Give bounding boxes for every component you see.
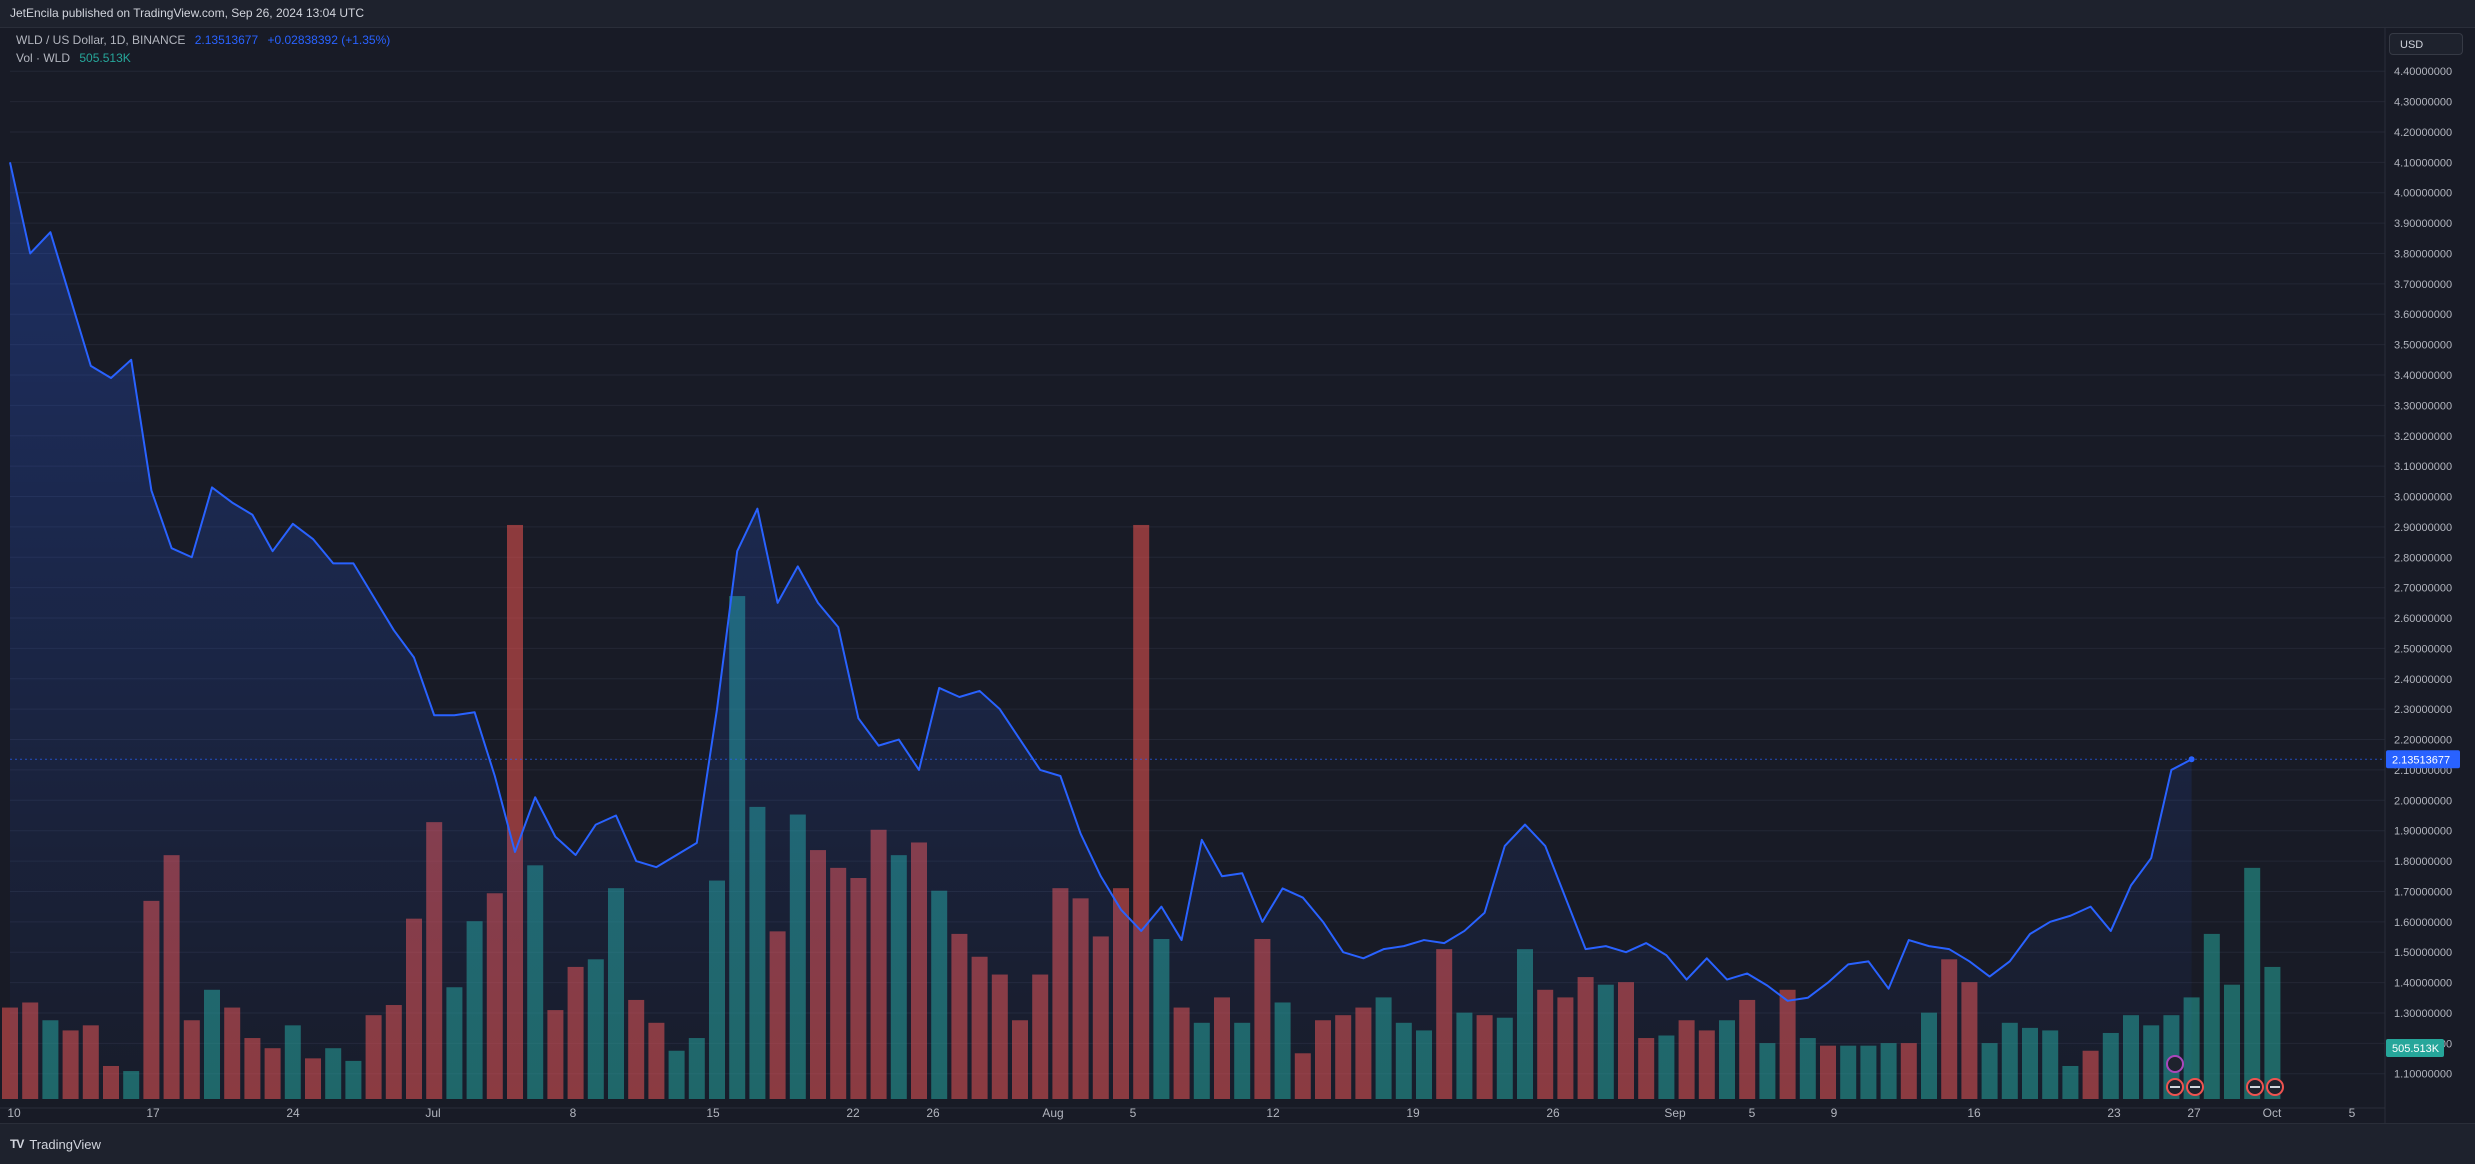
tradingview-logo[interactable]: TV TradingView: [10, 1136, 101, 1152]
price-scale-label: 4.30000000: [2394, 97, 2452, 109]
price-scale-label: 3.50000000: [2394, 340, 2452, 352]
time-axis-label: 23: [2107, 1106, 2121, 1120]
price-chart[interactable]: 4.40000000 4.30000000 4.20000000 4.10000000…: [0, 28, 2475, 1123]
time-axis-label: 17: [146, 1106, 160, 1120]
volume-legend[interactable]: Vol · WLD 505.513K: [16, 51, 131, 65]
price-scale-label: 4.10000000: [2394, 157, 2452, 169]
publication-header: JetEncila published on TradingView.com, …: [0, 0, 2475, 28]
time-axis-label: 10: [7, 1106, 21, 1120]
currency-selector[interactable]: USD: [2389, 33, 2463, 55]
time-axis-label: 5: [1130, 1106, 1137, 1120]
price-scale-label: 2.20000000: [2394, 735, 2452, 747]
price-scale-label: 3.20000000: [2394, 431, 2452, 443]
time-axis-label: Jul: [425, 1106, 440, 1120]
volume-badge-text: 505.513K: [2392, 1043, 2440, 1055]
price-scale-label: 2.00000000: [2394, 795, 2452, 807]
volume-title: Vol · WLD: [16, 51, 71, 65]
grid-lines: [10, 70, 2385, 1075]
price-scale-label: 3.40000000: [2394, 370, 2452, 382]
time-axis-label: 5: [1749, 1106, 1756, 1120]
time-axis-label: 9: [1831, 1106, 1838, 1120]
price-scale-label: 3.30000000: [2394, 400, 2452, 412]
time-axis-label: 27: [2187, 1106, 2201, 1120]
time-axis-label: Oct: [2263, 1106, 2282, 1120]
time-axis-label: 24: [286, 1106, 300, 1120]
time-axis-label: Aug: [1042, 1106, 1063, 1120]
last-price-badge: 2.13513677: [2386, 750, 2460, 769]
price-scale-label: 2.40000000: [2394, 674, 2452, 686]
price-scale-label: 3.80000000: [2394, 248, 2452, 260]
time-axis-label: 15: [706, 1106, 720, 1120]
price-change-value: +0.02838392 (+1.35%): [267, 33, 391, 47]
time-axis-label: 26: [926, 1106, 940, 1120]
price-scale-label: 1.70000000: [2394, 886, 2452, 898]
price-scale-label: 4.00000000: [2394, 188, 2452, 200]
chart-area[interactable]: 4.40000000 4.30000000 4.20000000 4.10000000…: [0, 28, 2475, 1123]
publisher-text: JetEncila published on TradingView.com, …: [10, 6, 364, 20]
volume-bar[interactable]: [2203, 933, 2220, 1099]
last-price-value: 2.13513677: [194, 33, 259, 47]
time-axis-label: 5: [2349, 1106, 2356, 1120]
tv-logo-icon: TV: [10, 1137, 24, 1151]
time-axis-label: 26: [1546, 1106, 1560, 1120]
volume-bar[interactable]: [2224, 984, 2240, 1099]
time-axis-label: 12: [1266, 1106, 1280, 1120]
footer-bar: TV TradingView: [0, 1123, 2475, 1164]
price-scale-label: 3.10000000: [2394, 461, 2452, 473]
price-scale-label: 2.30000000: [2394, 704, 2452, 716]
last-price-badge-text: 2.13513677: [2392, 754, 2450, 766]
price-scale-label: 4.20000000: [2394, 127, 2452, 139]
price-scale-label: 1.60000000: [2394, 917, 2452, 929]
price-scale-label: 2.90000000: [2394, 522, 2452, 534]
price-scale-label: 1.10000000: [2394, 1069, 2452, 1081]
price-scale-label: 2.70000000: [2394, 583, 2452, 595]
symbol-title: WLD / US Dollar, 1D, BINANCE: [16, 33, 186, 47]
price-scale-label: 3.70000000: [2394, 279, 2452, 291]
price-scale-label: 4.40000000: [2394, 66, 2452, 78]
price-scale-label: 3.90000000: [2394, 218, 2452, 230]
price-scale-label: 3.60000000: [2394, 309, 2452, 321]
volume-value: 505.513K: [79, 51, 131, 65]
price-scale-label: 1.30000000: [2394, 1008, 2452, 1020]
price-line[interactable]: [9, 162, 2193, 1002]
price-scale-label: 1.80000000: [2394, 856, 2452, 868]
time-axis-label: 8: [570, 1106, 577, 1120]
price-scale-panel: [2385, 28, 2475, 1123]
price-area-fill: [10, 162, 2192, 1099]
time-axis-label: 16: [1967, 1106, 1981, 1120]
volume-bar[interactable]: [2264, 966, 2281, 1099]
volume-bar[interactable]: [2244, 867, 2261, 1099]
tradingview-wordmark: TradingView: [29, 1136, 101, 1152]
time-axis-label: Sep: [1664, 1106, 1686, 1120]
time-axis-label: 22: [846, 1106, 860, 1120]
symbol-legend[interactable]: WLD / US Dollar, 1D, BINANCE 2.13513677 …: [16, 33, 390, 47]
price-scale-label: 1.40000000: [2394, 978, 2452, 990]
price-scale-label: 2.80000000: [2394, 552, 2452, 564]
earnings-event-icon[interactable]: [2166, 1055, 2184, 1073]
price-scale-label: 2.50000000: [2394, 643, 2452, 655]
price-scale-label: 3.00000000: [2394, 492, 2452, 504]
time-axis-label: 19: [1406, 1106, 1420, 1120]
volume-badge: 505.513K: [2386, 1039, 2444, 1057]
price-scale-label: 1.50000000: [2394, 947, 2452, 959]
price-scale-label: 1.90000000: [2394, 826, 2452, 838]
price-scale-label: 2.60000000: [2394, 613, 2452, 625]
